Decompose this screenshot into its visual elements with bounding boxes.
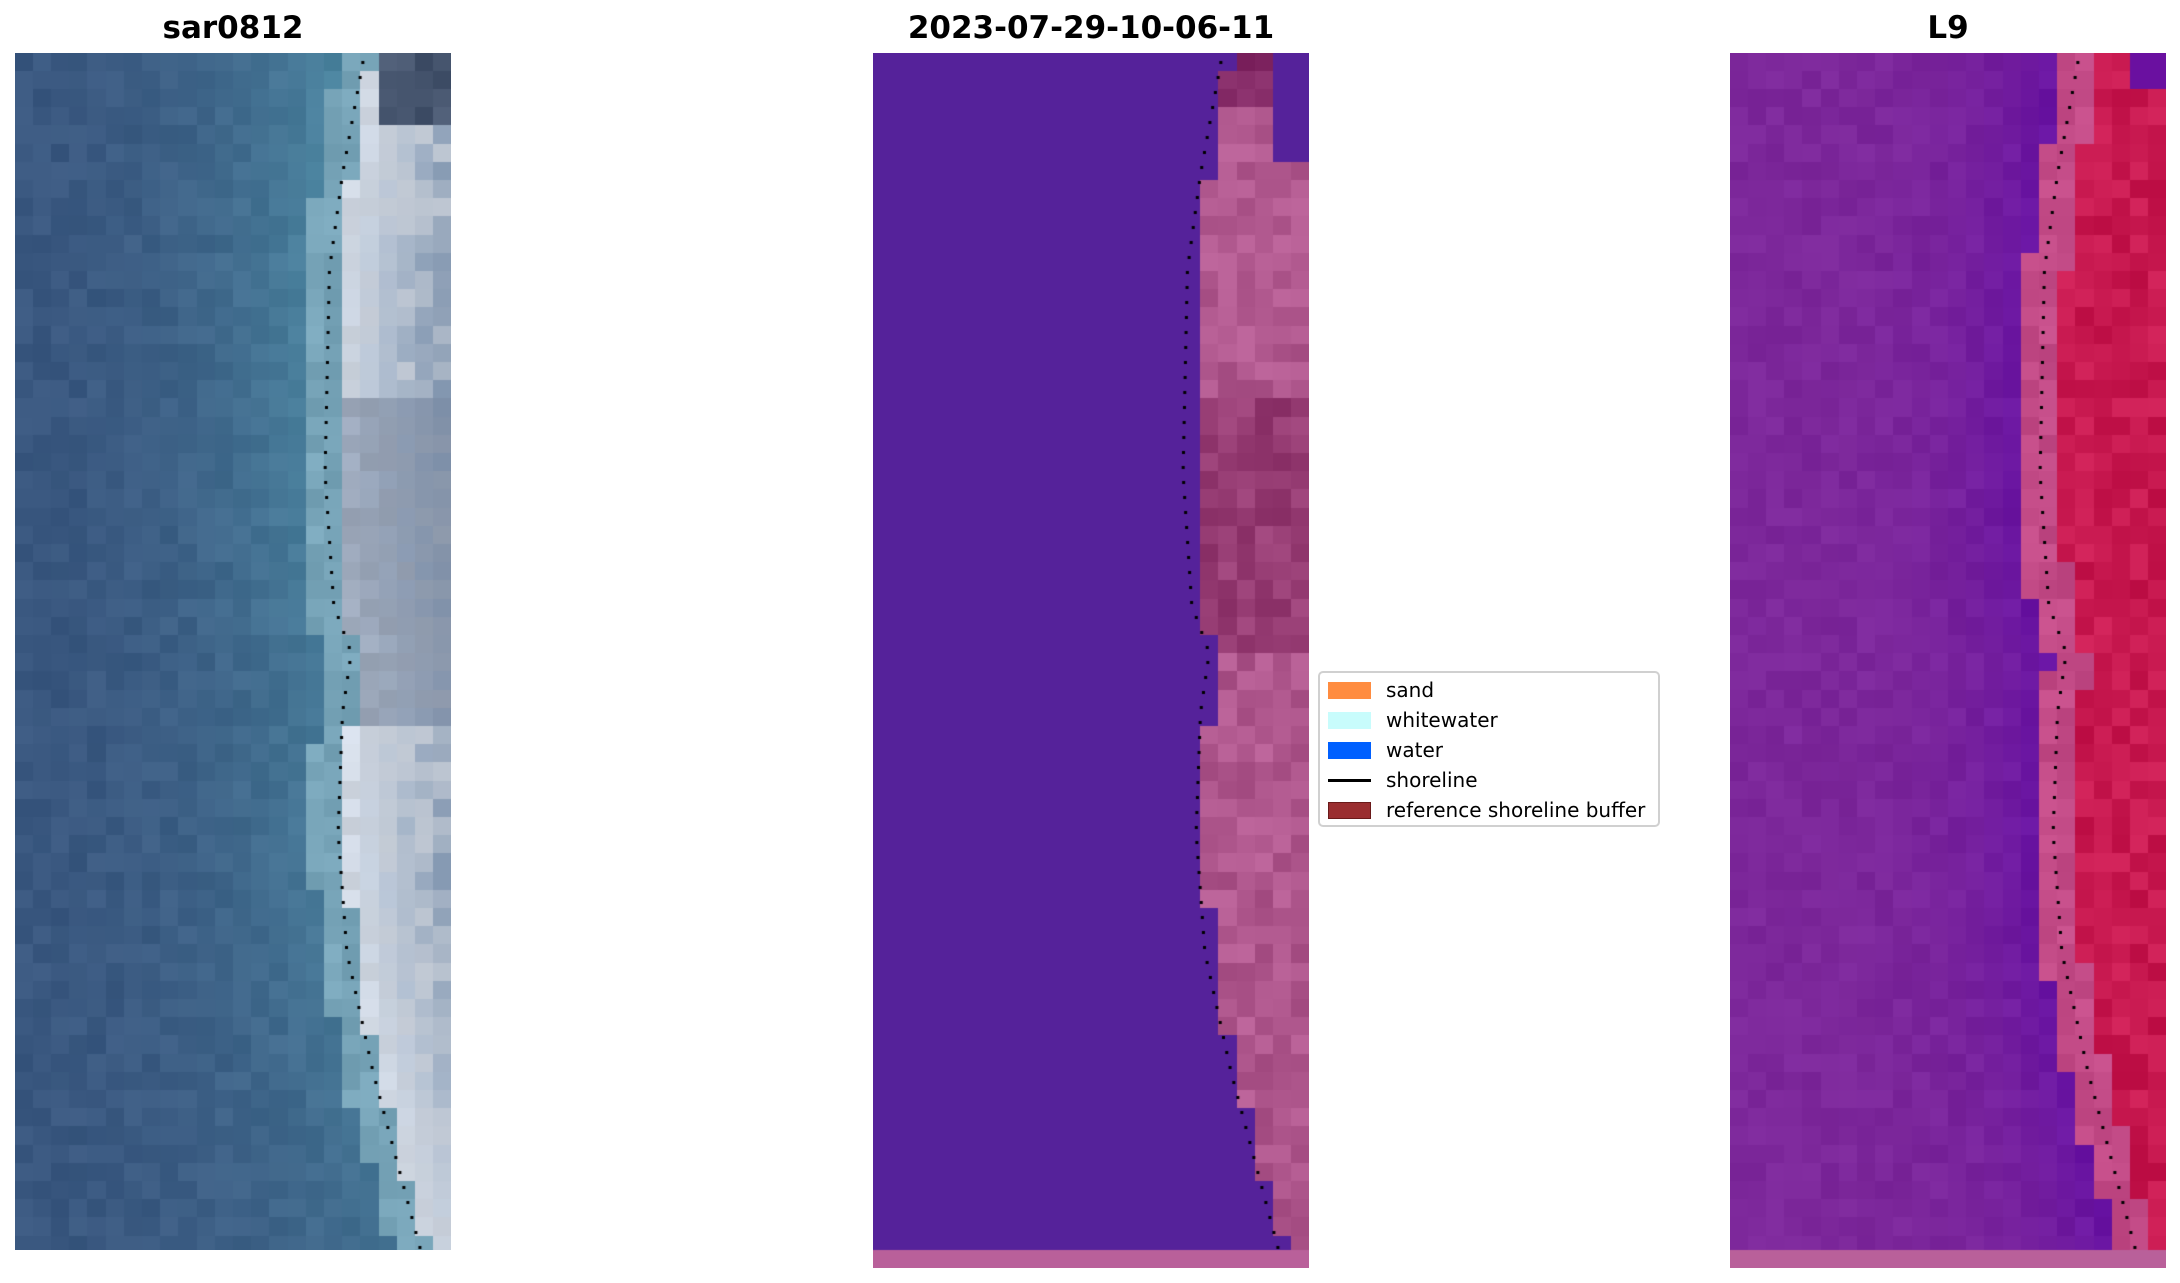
legend-item-shoreline: shoreline (1328, 767, 1478, 793)
legend-item-whitewater: whitewater (1328, 707, 1498, 733)
panel-title-2: 2023-07-29-10-06-11 (907, 10, 1275, 46)
sand-swatch (1328, 681, 1371, 699)
shoreline-line-swatch (1328, 778, 1371, 782)
legend: sand whitewater water shoreline referenc… (1318, 671, 1660, 827)
water-swatch (1328, 741, 1371, 759)
buffer-swatch (1328, 801, 1371, 819)
satellite-image-panel (15, 53, 451, 1250)
panel-title-1: sar0812 (162, 10, 304, 46)
legend-item-water: water (1328, 737, 1443, 763)
legend-item-sand: sand (1328, 677, 1434, 703)
legend-label: sand (1386, 678, 1435, 702)
whitewater-swatch (1328, 711, 1371, 729)
classification-panel (873, 53, 1309, 1268)
panel-title-3: L9 (1927, 10, 1969, 46)
legend-label: shoreline (1386, 768, 1478, 792)
legend-label: reference shoreline buffer (1386, 798, 1646, 822)
index-image-panel (1730, 53, 2166, 1268)
legend-item-reference-buffer: reference shoreline buffer (1328, 797, 1645, 823)
legend-label: whitewater (1386, 708, 1498, 732)
legend-label: water (1386, 738, 1443, 762)
